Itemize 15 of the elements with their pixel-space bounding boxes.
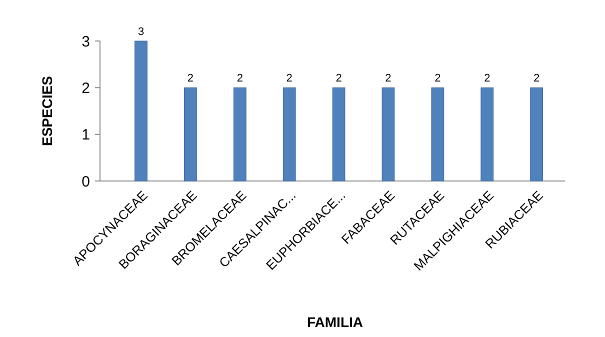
y-tick-label: 3 xyxy=(82,33,90,50)
data-label: 2 xyxy=(336,72,342,85)
y-tick-label: 1 xyxy=(82,126,90,144)
y-tick-label: 0 xyxy=(82,173,90,190)
y-tick-label: 2 xyxy=(82,80,90,97)
data-label: 2 xyxy=(484,72,490,85)
y-axis-title: ESPECIES xyxy=(39,76,55,146)
x-axis-title: FAMILIA xyxy=(307,314,363,330)
data-label: 2 xyxy=(286,72,292,85)
data-label: 3 xyxy=(138,26,144,38)
data-label: 2 xyxy=(434,72,441,85)
data-label: 2 xyxy=(236,72,243,85)
data-label: 2 xyxy=(534,72,540,85)
data-label: 2 xyxy=(187,72,194,85)
data-label: 2 xyxy=(385,72,392,85)
